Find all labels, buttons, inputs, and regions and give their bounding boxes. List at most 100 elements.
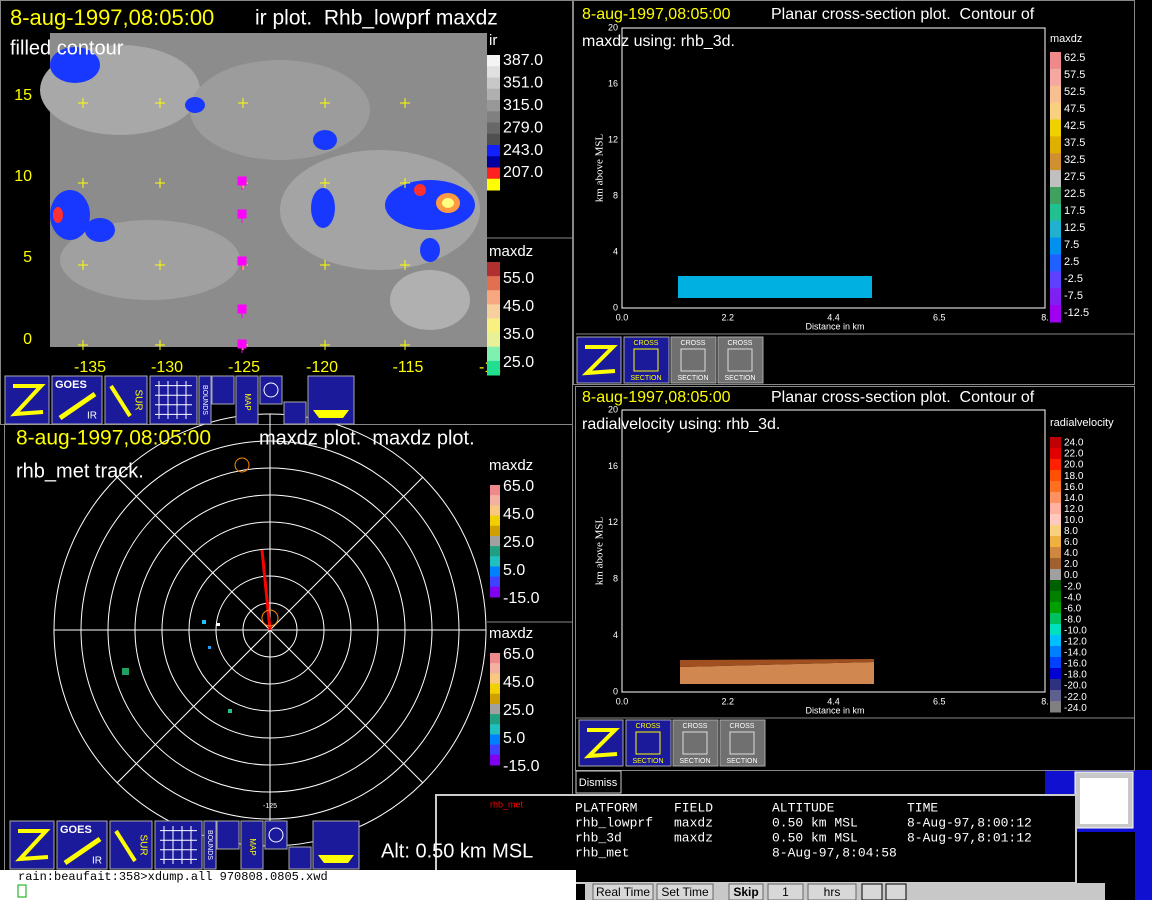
colorbar-segment [490,673,500,685]
colorbar-segment [1050,679,1061,691]
colorbar-segment [1050,558,1061,570]
colorbar-label: -14.0 [1064,648,1087,659]
buoy-marker [237,339,247,353]
map-button[interactable] [240,820,264,870]
colorbar-label: 32.5 [1064,154,1085,166]
plot-title: Planar cross-section plot. Contour of [771,6,1035,23]
cold-cloud [385,180,475,230]
time-control-label: Real Time [596,885,650,899]
colorbar-segment [1050,536,1061,548]
terminal-cursor [17,884,27,898]
toolbar-label: SUR [137,834,148,855]
colorbar-label: -22.0 [1064,692,1087,703]
column-header: ALTITUDE [772,800,835,815]
table-cell: maxdz [674,830,713,845]
cross-section-button[interactable] [672,719,719,767]
timestamp: 8-aug-1997,08:05:00 [16,427,211,450]
cross-section-button[interactable] [670,336,717,384]
cold-core [442,198,454,208]
axis-label: Distance in km [805,705,864,715]
rings-button[interactable] [264,820,288,850]
x-tick-label: -135 [74,359,106,376]
colorbar-segment [490,754,500,766]
colorbar-segment [487,111,500,123]
platform-button[interactable] [288,846,312,870]
toolbar-label: MAP [248,838,257,855]
grid-cross [155,178,165,188]
colorbar-label: 45.0 [503,506,534,523]
cross-section-button[interactable] [717,336,764,384]
velocity-region [680,659,874,667]
sur-button[interactable] [104,375,148,425]
terminal [0,870,576,900]
time-control-label: Set Time [661,885,709,899]
toolbar-label: GOES [60,824,92,836]
cube-glyph [680,348,706,372]
time-control[interactable] [592,883,654,900]
x-tick-label: 8. [1041,696,1049,706]
grid-button[interactable] [149,375,198,425]
dismiss-button[interactable] [575,770,622,794]
grid-button[interactable] [154,820,203,870]
toolbar-label: CROSS [728,340,753,347]
toolbar-label: CROSS [683,723,708,730]
table-cell: 8-Aug-97,8:01:12 [907,830,1032,845]
grid-cross [320,178,330,188]
dismiss-label: Dismiss [579,777,618,789]
grid-cross [78,340,88,350]
arrow-button[interactable] [861,883,883,900]
colorbar-segment [490,653,500,664]
cloud-field [40,45,480,330]
bounds-button[interactable] [203,820,217,870]
time-control[interactable] [767,883,804,900]
time-control[interactable] [807,883,857,900]
table-button[interactable] [211,375,235,405]
echo-region [678,276,872,298]
rings-button[interactable] [259,375,283,405]
cross-section-button[interactable] [719,719,766,767]
colorbar-segment [490,485,500,496]
cross-section-button[interactable] [625,719,672,767]
x-tick-label: 8. [1041,312,1049,322]
colorbar-segment [490,535,500,547]
arrow-button[interactable] [885,883,907,900]
toolbar-label: GOES [55,379,87,391]
cross-section-button[interactable] [623,336,670,384]
colorbar-label: 35.0 [503,326,534,343]
y-tick-label: 0 [613,302,618,312]
colorbar-label: 25.0 [503,702,534,719]
toolbar-label: SECTION [724,375,755,382]
toolbar-label: CROSS [730,723,755,730]
y-tick-label: 20 [608,404,618,414]
sur-button[interactable] [109,820,153,870]
map-button[interactable] [235,375,259,425]
time-control[interactable] [656,883,714,900]
colorbar-label: 57.5 [1064,69,1085,81]
plot-title: filled contour [10,37,124,59]
colorbar-label: 0.0 [1064,570,1078,581]
z-glyph [583,728,620,759]
colorbar-label: -12.0 [1064,637,1087,648]
cube-glyph [727,348,753,372]
colorbar-segment [487,262,500,277]
colorbar-label: 2.0 [1064,559,1078,570]
table-button[interactable] [216,820,240,850]
colorbar-label: 4.0 [1064,548,1078,559]
y-tick-label: 8 [613,190,618,200]
colorbar-label: 45.0 [503,674,534,691]
colorbar-segment [490,744,500,756]
cold-cloud [420,238,440,262]
colorbar-segment [1050,701,1061,713]
colorbar-label: -4.0 [1064,592,1082,603]
time-control[interactable] [728,883,764,900]
time-control-label: Skip [733,885,758,899]
y-tick-label: 15 [14,87,32,104]
colorbar-segment [490,525,500,537]
z-glyph [10,384,46,417]
cold-cloud [185,97,205,113]
y-tick-label: 4 [613,246,618,256]
platform-button[interactable] [283,401,307,425]
colorbar-segment [490,734,500,746]
bounds-button[interactable] [198,375,212,425]
